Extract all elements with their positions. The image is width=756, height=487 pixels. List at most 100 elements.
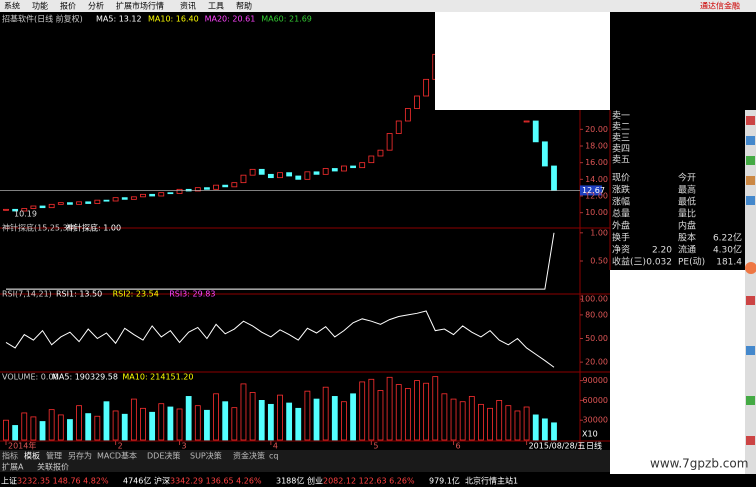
y-tick-label: 18.00: [585, 142, 608, 151]
candle: [103, 199, 110, 202]
volume-bar: [313, 398, 320, 441]
volume-bar: [213, 393, 219, 441]
y-tick-label: 0.50: [590, 257, 608, 266]
y-tick-label: 20.00: [585, 125, 608, 134]
y-tick-label: 10.00: [585, 208, 608, 217]
status-item: 3188亿: [276, 476, 304, 486]
tab[interactable]: 资金决策: [233, 451, 265, 461]
volume-bar: [103, 401, 110, 441]
tab[interactable]: DDE决策: [147, 451, 180, 461]
volume-bar: [258, 399, 265, 441]
volume-bar: [121, 413, 128, 441]
toolbar: [745, 110, 756, 474]
volume-bar: [432, 376, 439, 441]
low-label: 10.19: [14, 210, 37, 219]
tab[interactable]: 管理: [46, 451, 62, 461]
x-tick-label: 2: [118, 442, 123, 451]
y-tick-label: 16.00: [585, 158, 608, 167]
quote-cell: 今开: [678, 172, 696, 184]
pane-value: 神针探底: 1.00: [66, 223, 121, 233]
menu-item[interactable]: 功能: [32, 1, 48, 11]
volume-bar: [496, 399, 503, 441]
indicator-line: [6, 232, 555, 290]
menu-item[interactable]: 资讯: [180, 1, 196, 11]
status-item: 4746亿: [123, 476, 151, 486]
overlay-window: [435, 12, 610, 110]
menu-item[interactable]: 分析: [88, 1, 104, 11]
ma-label: MA60: 21.69: [261, 15, 312, 24]
tab[interactable]: MACD基本: [97, 451, 137, 461]
pane-borders: [0, 12, 611, 450]
candle: [258, 168, 265, 175]
candle: [213, 184, 219, 190]
tab-bar: [0, 450, 610, 472]
volume-bar: [368, 378, 375, 441]
quote-cell: 外盘: [612, 220, 630, 232]
toolbar-icons[interactable]: [745, 116, 756, 445]
menu-item[interactable]: 系统: [4, 1, 20, 11]
volume-bar: [487, 407, 493, 441]
status-item: 沪深: [154, 476, 170, 486]
volume-bar: [377, 390, 384, 441]
y-tick-label: 60000: [583, 396, 608, 405]
tab[interactable]: cq: [269, 452, 278, 461]
x-tick-label: 6: [456, 442, 461, 451]
legend-item: RSI2: 23.54: [113, 290, 159, 299]
tab[interactable]: 关联报价: [37, 462, 69, 472]
volume-bar: [468, 396, 475, 441]
volume-bar: [240, 383, 247, 441]
volume-bar: [331, 396, 338, 441]
x-tick-label: 2015/08/28/五: [529, 442, 586, 451]
status-item: 979.1亿: [429, 476, 460, 486]
tab[interactable]: 另存为: [68, 451, 92, 461]
quote-cell: PE(动): [678, 257, 705, 268]
menu-item[interactable]: 工具: [208, 2, 224, 11]
status-item: 3232.35 148.76 4.82%: [17, 477, 109, 486]
y-tick-label: 50.00: [585, 334, 608, 343]
volume-bar: [76, 405, 82, 441]
volume-bar: [267, 403, 274, 441]
candle: [532, 120, 539, 143]
volume-bar: [194, 405, 201, 441]
candle: [149, 193, 156, 197]
volume-bar: [158, 403, 165, 441]
scale-label: X10: [582, 430, 598, 439]
ask-label: 卖一: [612, 111, 630, 122]
pane-title: RSI(7,14,21): [2, 290, 52, 299]
candle: [231, 182, 238, 188]
legend-item: MA5: 190329.58: [52, 373, 118, 382]
volume-bar: [3, 419, 9, 441]
menu-item[interactable]: 报价: [60, 1, 76, 11]
candle: [313, 171, 320, 175]
volume-bar: [423, 382, 430, 441]
candle: [304, 171, 311, 180]
status-item: 3342.29 136.65 4.26%: [170, 477, 262, 486]
quote-cell: 流通: [678, 244, 696, 256]
quote-cell: 总量: [612, 208, 630, 220]
tab[interactable]: 模板: [24, 451, 40, 461]
pane-title: VOLUME: 0.00: [2, 373, 59, 382]
candle: [368, 155, 375, 164]
tab[interactable]: SUP决策: [190, 451, 222, 461]
volume-bar: [414, 380, 420, 441]
candle: [404, 108, 411, 122]
volume-bar: [541, 418, 548, 441]
volume-bar: [441, 393, 448, 441]
volume-bar: [322, 386, 329, 441]
quote-cell: 净资: [612, 244, 630, 256]
volume-bar: [514, 410, 521, 441]
menu-item[interactable]: 扩展市场行情: [116, 1, 164, 11]
volume-bar: [304, 390, 311, 441]
y-tick-label: 100.00: [580, 295, 608, 304]
volume-bar: [277, 394, 283, 441]
indicator-line: [5, 310, 555, 368]
quote-cell: 最高: [678, 184, 696, 196]
tab[interactable]: 指标: [2, 451, 18, 461]
volume-bar: [341, 401, 347, 441]
tab[interactable]: 扩展A: [2, 462, 24, 472]
y-tick-label: 90000: [583, 376, 608, 385]
x-tick-label: 5: [373, 442, 378, 451]
menu-item[interactable]: 帮助: [236, 1, 252, 11]
volume-bar: [21, 412, 28, 441]
